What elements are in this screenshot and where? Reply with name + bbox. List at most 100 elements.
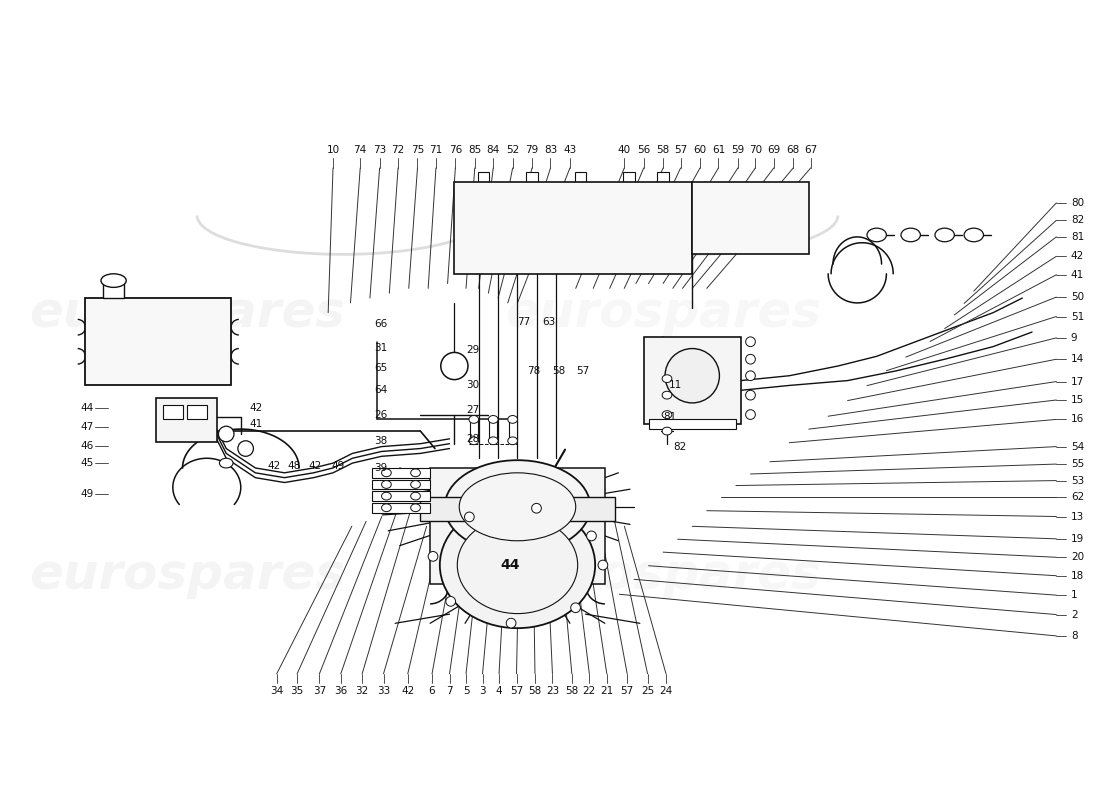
Text: 25: 25: [641, 686, 654, 696]
Ellipse shape: [101, 274, 127, 287]
Text: 8: 8: [1071, 631, 1078, 641]
Text: 56: 56: [637, 146, 650, 155]
Ellipse shape: [662, 391, 672, 399]
Text: eurospares: eurospares: [505, 289, 821, 337]
Ellipse shape: [464, 512, 474, 522]
Text: 54: 54: [1071, 442, 1085, 452]
Bar: [649, 419, 736, 429]
Text: 2: 2: [1071, 610, 1078, 619]
Text: 73: 73: [373, 146, 386, 155]
Text: 44: 44: [80, 402, 94, 413]
Text: 60: 60: [693, 146, 706, 155]
Text: 62: 62: [1071, 492, 1085, 502]
Text: 84: 84: [486, 146, 499, 155]
Ellipse shape: [382, 469, 392, 477]
Text: 35: 35: [290, 686, 304, 696]
Text: 51: 51: [1071, 311, 1085, 322]
Text: 36: 36: [334, 686, 348, 696]
Ellipse shape: [469, 415, 478, 423]
Text: 49: 49: [331, 461, 344, 471]
Text: 81: 81: [663, 413, 676, 422]
Ellipse shape: [410, 504, 420, 512]
Text: 64: 64: [374, 386, 387, 395]
Bar: [470, 419, 477, 441]
Bar: [658, 172, 669, 182]
Ellipse shape: [238, 441, 253, 456]
Ellipse shape: [382, 481, 392, 488]
Text: 19: 19: [1071, 534, 1085, 544]
Text: 42: 42: [250, 402, 263, 413]
Text: 74: 74: [353, 146, 366, 155]
Text: 55: 55: [1071, 459, 1085, 469]
Text: 23: 23: [546, 686, 559, 696]
Text: 49: 49: [80, 489, 94, 499]
Ellipse shape: [506, 618, 516, 628]
Text: 20: 20: [1071, 552, 1083, 562]
Bar: [490, 419, 497, 441]
Text: 61: 61: [712, 146, 725, 155]
Ellipse shape: [382, 492, 392, 500]
Text: 58: 58: [552, 366, 565, 376]
Ellipse shape: [571, 603, 581, 613]
Ellipse shape: [428, 551, 438, 562]
Text: 42: 42: [1071, 251, 1085, 262]
Text: 22: 22: [583, 686, 596, 696]
Text: eurospares: eurospares: [505, 550, 821, 598]
Text: 59: 59: [732, 146, 745, 155]
Bar: [420, 497, 615, 522]
Ellipse shape: [488, 437, 498, 445]
Text: 30: 30: [466, 381, 480, 390]
Text: 57: 57: [674, 146, 688, 155]
Text: 40: 40: [618, 146, 630, 155]
Ellipse shape: [382, 504, 392, 512]
Bar: [430, 468, 605, 585]
Text: 21: 21: [601, 686, 614, 696]
Ellipse shape: [680, 261, 690, 271]
Ellipse shape: [746, 337, 756, 346]
Text: 48: 48: [287, 461, 300, 471]
Text: 41: 41: [1071, 270, 1085, 280]
Bar: [454, 182, 692, 274]
Ellipse shape: [458, 517, 578, 614]
Text: 42: 42: [402, 686, 415, 696]
Text: 52: 52: [506, 146, 519, 155]
Ellipse shape: [458, 185, 468, 194]
Ellipse shape: [440, 502, 595, 628]
Text: 37: 37: [312, 686, 326, 696]
Text: 76: 76: [449, 146, 462, 155]
Ellipse shape: [666, 349, 719, 403]
Ellipse shape: [508, 415, 517, 423]
Ellipse shape: [488, 415, 498, 423]
Text: 69: 69: [767, 146, 780, 155]
Text: 70: 70: [749, 146, 762, 155]
Text: 57: 57: [620, 686, 634, 696]
Ellipse shape: [935, 228, 955, 242]
Text: 7: 7: [447, 686, 453, 696]
Text: 75: 75: [411, 146, 425, 155]
Ellipse shape: [410, 469, 420, 477]
Text: 43: 43: [563, 146, 576, 155]
Text: 24: 24: [659, 686, 672, 696]
Bar: [372, 491, 430, 501]
Text: 16: 16: [1071, 414, 1085, 425]
Ellipse shape: [964, 228, 983, 242]
Bar: [477, 172, 490, 182]
Ellipse shape: [446, 597, 455, 606]
Ellipse shape: [508, 437, 517, 445]
Bar: [372, 468, 430, 478]
Text: 67: 67: [804, 146, 817, 155]
Bar: [187, 405, 207, 419]
Ellipse shape: [746, 354, 756, 364]
Bar: [624, 172, 635, 182]
Text: 57: 57: [575, 366, 589, 376]
Text: 6: 6: [429, 686, 436, 696]
Ellipse shape: [459, 473, 575, 541]
Text: 68: 68: [786, 146, 800, 155]
Ellipse shape: [219, 426, 234, 442]
Ellipse shape: [867, 228, 887, 242]
Ellipse shape: [441, 353, 468, 380]
Text: 41: 41: [250, 419, 263, 430]
Ellipse shape: [598, 560, 608, 570]
Ellipse shape: [746, 371, 756, 381]
Text: 31: 31: [374, 342, 387, 353]
